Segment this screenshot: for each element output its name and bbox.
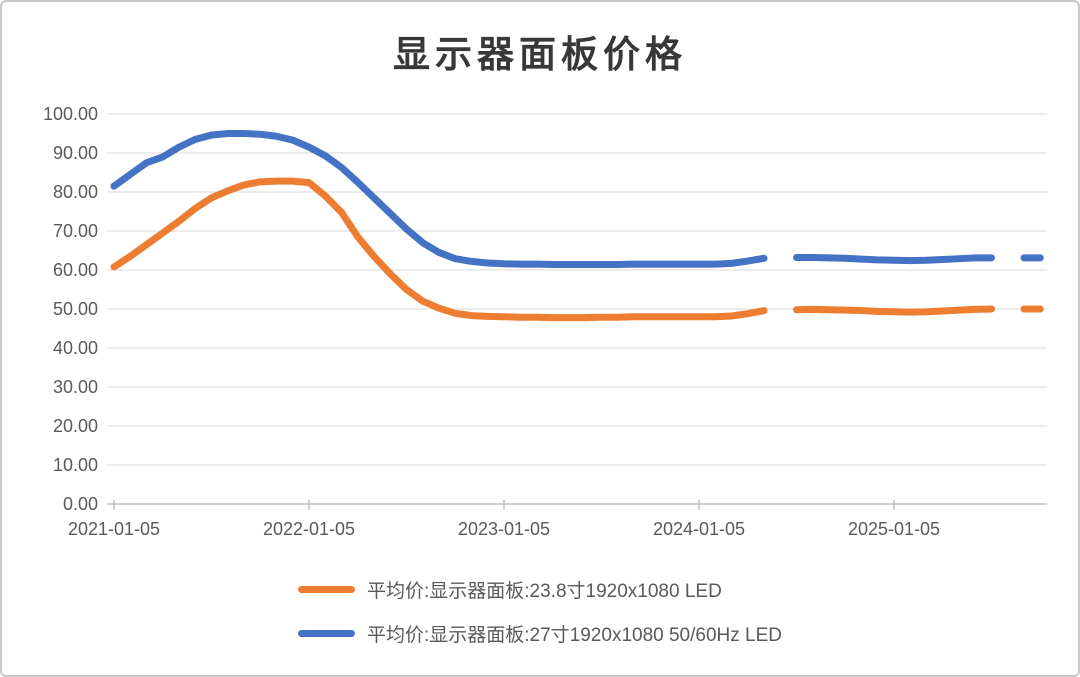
series-line-panel-23-8 <box>110 177 1044 322</box>
x-tick-label: 2023-01-05 <box>458 519 550 539</box>
y-tick-label: 70.00 <box>53 221 98 241</box>
x-tick-label: 2022-01-05 <box>263 519 355 539</box>
y-tick-label: 0.00 <box>63 494 98 514</box>
legend-swatch-panel-27 <box>297 630 355 637</box>
y-tick-label: 30.00 <box>53 377 98 397</box>
y-tick-label: 80.00 <box>53 182 98 202</box>
x-tick-label: 2021-01-05 <box>68 519 160 539</box>
y-tick-label: 50.00 <box>53 299 98 319</box>
legend-label-panel-23-8: 平均价:显示器面板:23.8寸1920x1080 LED <box>366 581 722 602</box>
chart-title: 显示器面板价格 <box>393 34 687 75</box>
series-line-panel-27 <box>110 130 1044 269</box>
y-tick-label: 10.00 <box>53 455 98 475</box>
y-tick-label: 100.00 <box>43 104 98 124</box>
legend-item-panel-23-8: 平均价:显示器面板:23.8寸1920x1080 LED <box>297 576 722 603</box>
x-tick-label: 2024-01-05 <box>653 519 745 539</box>
legend-item-panel-27: 平均价:显示器面板:27寸1920x1080 50/60Hz LED <box>297 620 782 647</box>
x-tick-label: 2025-01-05 <box>848 519 940 539</box>
y-tick-label: 90.00 <box>53 143 98 163</box>
y-tick-label: 40.00 <box>53 338 98 358</box>
legend-label-panel-27: 平均价:显示器面板:27寸1920x1080 50/60Hz LED <box>366 625 782 646</box>
legend-rows: 平均价:显示器面板:23.8寸1920x1080 LED 平均价:显示器面板:27… <box>297 576 782 647</box>
legend-swatch-panel-23-8 <box>297 586 355 593</box>
y-tick-label: 20.00 <box>53 416 98 436</box>
legend: 平均价:显示器面板:23.8寸1920x1080 LED 平均价:显示器面板:27… <box>2 576 1078 647</box>
y-tick-label: 60.00 <box>53 260 98 280</box>
